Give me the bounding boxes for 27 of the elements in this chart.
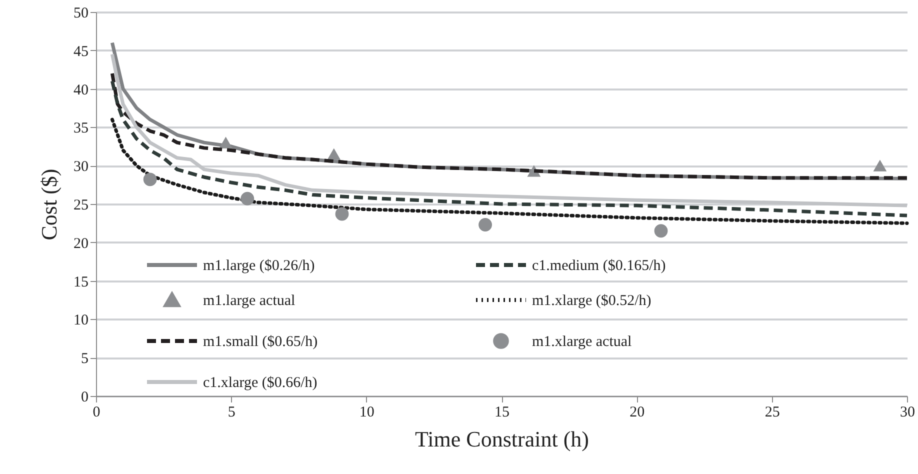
y-tick-label: 0 xyxy=(81,390,88,406)
x-tick-label: 10 xyxy=(359,404,374,420)
y-tick-label: 25 xyxy=(74,198,88,214)
legend-label: m1.small ($0.65/h) xyxy=(203,334,318,350)
y-tick-label: 40 xyxy=(74,82,88,98)
y-tick-label: 50 xyxy=(74,6,88,22)
legend-label: m1.large ($0.26/h) xyxy=(203,258,315,274)
legend-label: m1.xlarge actual xyxy=(532,334,632,350)
y-tick-label: 30 xyxy=(74,159,88,176)
y-tick-label: 15 xyxy=(74,274,88,290)
y-tick-label: 5 xyxy=(81,351,88,368)
legend-label: m1.large actual xyxy=(203,293,296,309)
x-tick-label: 5 xyxy=(228,404,236,420)
x-tick-label: 0 xyxy=(92,404,100,420)
x-tick-label: 25 xyxy=(764,404,780,420)
y-tick-label: 20 xyxy=(74,236,88,252)
x-tick-label: 15 xyxy=(494,404,510,420)
y-tick-label: 35 xyxy=(74,120,88,137)
y-tick-label: 45 xyxy=(74,44,88,60)
x-tick-label: 30 xyxy=(900,404,915,420)
x-tick-label: 20 xyxy=(630,404,645,420)
legend-label: c1.medium ($0.165/h) xyxy=(532,258,666,274)
legend-label: c1.xlarge ($0.66/h) xyxy=(203,375,318,391)
x-axis-title: Time Constraint (h) xyxy=(415,426,589,452)
y-tick-label: 10 xyxy=(74,312,88,329)
y-axis-title: Cost ($) xyxy=(36,168,62,240)
legend-label: m1.xlarge ($0.52/h) xyxy=(532,293,652,309)
